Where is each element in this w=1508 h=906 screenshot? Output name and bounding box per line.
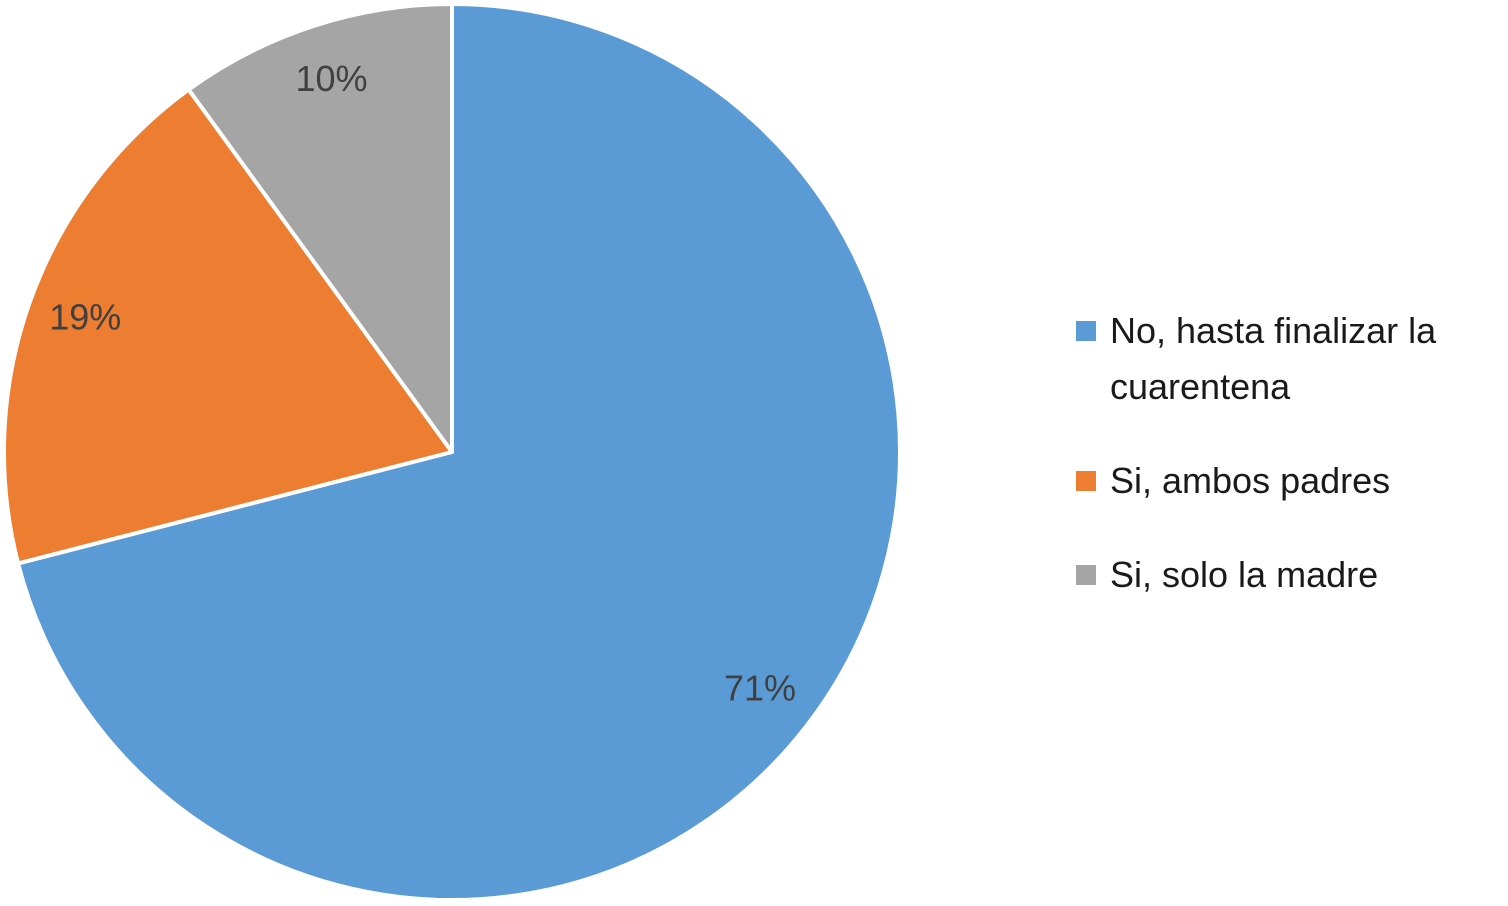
legend-swatch bbox=[1076, 565, 1096, 585]
legend: No, hasta finalizar la cuarentena Si, amb… bbox=[1076, 0, 1496, 906]
legend-swatch bbox=[1076, 471, 1096, 491]
data-label: 71% bbox=[724, 667, 796, 708]
pie-slice bbox=[2, 87, 454, 566]
legend-label: Si, ambos padres bbox=[1110, 460, 1391, 501]
data-label: 19% bbox=[49, 296, 121, 337]
pie-slice bbox=[186, 2, 454, 454]
data-label: 10% bbox=[296, 58, 368, 99]
legend-item: Si, ambos padres bbox=[1076, 453, 1496, 509]
legend-swatch bbox=[1076, 321, 1096, 341]
pie-slice bbox=[16, 2, 902, 902]
legend-item: Si, solo la madre bbox=[1076, 547, 1496, 603]
legend-label: No, hasta finalizar la cuarentena bbox=[1110, 310, 1437, 407]
legend-label: Si, solo la madre bbox=[1110, 554, 1379, 595]
legend-item: No, hasta finalizar la cuarentena bbox=[1076, 303, 1496, 415]
chart: 71% 19% 10% bbox=[2, 2, 902, 902]
